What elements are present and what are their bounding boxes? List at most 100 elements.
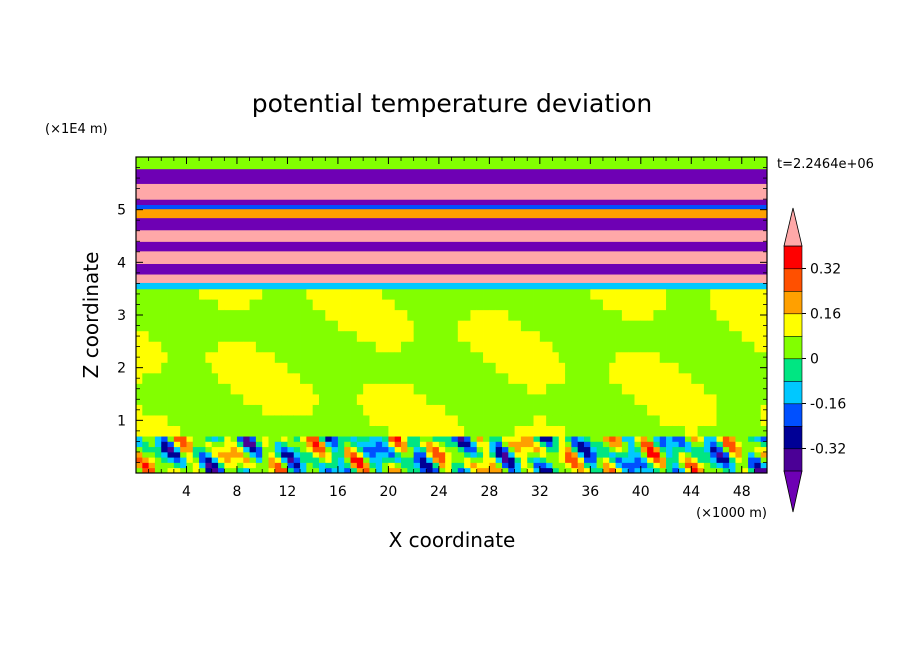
contour-cell [489, 462, 497, 469]
contour-cell [735, 288, 743, 300]
contour-cell [154, 309, 162, 321]
contour-cell [539, 446, 547, 453]
contour-cell [647, 425, 654, 437]
contour-cell [596, 415, 604, 426]
contour-cell [621, 362, 629, 374]
contour-cell [331, 288, 339, 300]
contour-cell [325, 446, 333, 453]
contour-cell [565, 451, 572, 458]
contour-cell [451, 330, 459, 342]
contour-cell [514, 467, 522, 473]
contour-cell [262, 372, 269, 384]
contour-cell [697, 288, 705, 300]
contour-cell [754, 436, 762, 442]
contour-cell [262, 446, 269, 453]
contour-cell [148, 457, 156, 463]
contour-cell [173, 372, 181, 384]
contour-cell [243, 372, 250, 384]
contour-cell [205, 425, 213, 437]
contour-cell [710, 441, 717, 448]
contour-cell [438, 457, 446, 463]
contour-cell [432, 451, 440, 458]
contour-cell [274, 362, 282, 374]
contour-cell [337, 288, 345, 300]
contour-cell [375, 372, 383, 384]
contour-cell [666, 467, 673, 473]
contour-cell [653, 341, 661, 353]
contour-cell [287, 351, 295, 363]
contour-cell [508, 288, 515, 300]
contour-cell [703, 462, 711, 469]
contour-cell [407, 288, 415, 300]
contour-cell [539, 351, 547, 363]
contour-cell [489, 457, 497, 463]
contour-cell [445, 372, 452, 384]
contour-cell [154, 457, 162, 463]
contour-cell [312, 372, 320, 384]
contour-cell [577, 425, 585, 437]
contour-cell [552, 320, 560, 332]
contour-cell [653, 320, 661, 332]
contour-cell [722, 404, 730, 416]
contour-cell [382, 362, 389, 374]
contour-cell [672, 446, 680, 453]
contour-cell [205, 451, 213, 458]
contour-cell [148, 330, 156, 342]
contour-cell [495, 404, 503, 416]
contour-cell [659, 320, 667, 332]
contour-cell [495, 362, 503, 374]
contour-cell [571, 446, 579, 453]
contour-cell [483, 330, 490, 342]
contour-cell [476, 404, 484, 416]
contour-cell [722, 330, 730, 342]
contour-cell [224, 415, 232, 426]
contour-cell [552, 425, 560, 437]
contour-cell [558, 351, 566, 363]
contour-cell [533, 441, 541, 448]
contour-cell [659, 404, 667, 416]
contour-cell [382, 341, 389, 353]
contour-cell [224, 362, 232, 374]
contour-cell [218, 299, 225, 311]
contour-cell [167, 362, 175, 374]
contour-cell [394, 467, 402, 473]
contour-cell [710, 330, 717, 342]
contour-cell [331, 330, 339, 342]
contour-cell [318, 288, 326, 300]
contour-cell [615, 309, 623, 321]
contour-cell [413, 383, 421, 395]
contour-cell [495, 467, 503, 473]
contour-cell [432, 383, 440, 395]
contour-cell [754, 425, 762, 437]
contour-cell [552, 441, 560, 448]
contour-cell [331, 425, 339, 437]
contour-cell [672, 394, 680, 405]
contour-cell [350, 288, 358, 300]
contour-cell [218, 372, 225, 384]
contour-cell [527, 467, 534, 473]
contour-cell [539, 394, 547, 405]
contour-cell [230, 457, 238, 463]
x-tick-label: 32 [531, 484, 549, 500]
contour-cell [186, 309, 194, 321]
contour-cell [344, 299, 351, 311]
contour-cell [684, 467, 692, 473]
contour-cell [514, 383, 522, 395]
contour-cell [508, 383, 515, 395]
contour-cell [495, 446, 503, 453]
contour-cell [596, 446, 604, 453]
contour-cell [666, 394, 673, 405]
contour-cell [426, 415, 433, 426]
contour-cell [483, 415, 490, 426]
contour-cell [148, 309, 156, 321]
contour-cell [224, 383, 232, 395]
contour-cell [243, 288, 250, 300]
contour-cell [684, 299, 692, 311]
contour-cell [224, 446, 232, 453]
contour-cell [388, 462, 396, 469]
contour-cell [691, 446, 698, 453]
contour-cell [678, 436, 686, 442]
contour-cell [596, 320, 604, 332]
contour-cell [483, 383, 490, 395]
contour-cell [514, 309, 522, 321]
